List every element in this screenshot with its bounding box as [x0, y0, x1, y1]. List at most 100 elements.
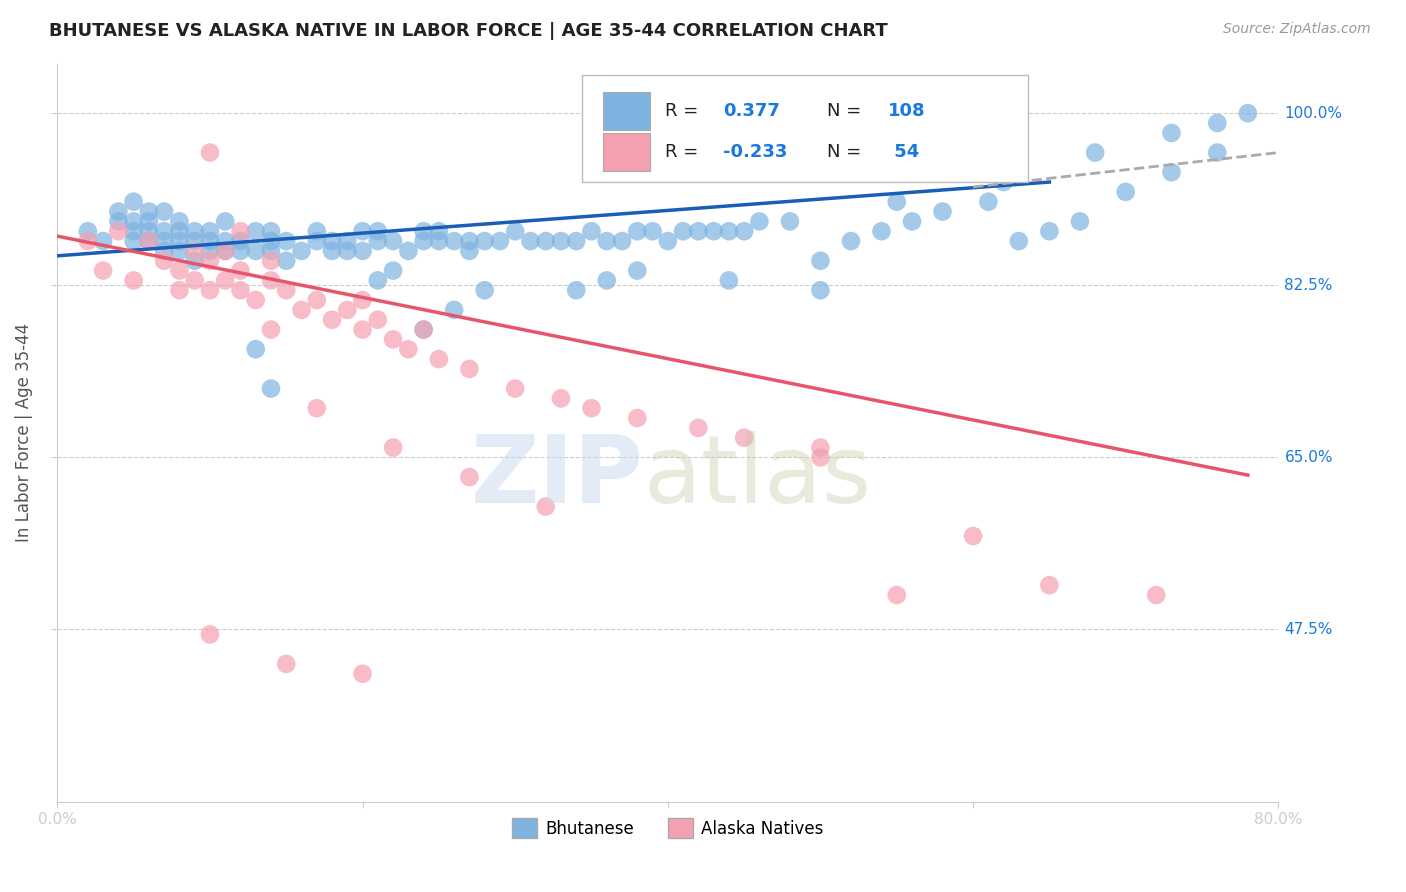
Point — [427, 234, 450, 248]
FancyBboxPatch shape — [603, 133, 650, 171]
Point — [1144, 588, 1167, 602]
Point — [305, 234, 328, 248]
Point — [305, 401, 328, 416]
Point — [122, 273, 145, 287]
Point — [412, 234, 434, 248]
Point — [214, 234, 236, 248]
Point — [305, 224, 328, 238]
Point — [169, 234, 191, 248]
Point — [276, 283, 298, 297]
Point — [427, 224, 450, 238]
Text: 100.0%: 100.0% — [1285, 106, 1343, 120]
Point — [901, 214, 924, 228]
Point — [1206, 145, 1229, 160]
Point — [352, 322, 374, 336]
Point — [550, 392, 572, 406]
Point — [260, 234, 283, 248]
Point — [534, 500, 557, 514]
Point — [382, 441, 405, 455]
Point — [198, 145, 221, 160]
Point — [138, 224, 160, 238]
Point — [169, 224, 191, 238]
Point — [321, 234, 343, 248]
Point — [626, 411, 648, 425]
Point — [229, 224, 252, 238]
Text: -0.233: -0.233 — [723, 143, 787, 161]
Point — [260, 273, 283, 287]
Text: Source: ZipAtlas.com: Source: ZipAtlas.com — [1223, 22, 1371, 37]
Point — [169, 283, 191, 297]
Point — [672, 224, 695, 238]
Text: N =: N = — [827, 103, 866, 120]
Point — [260, 253, 283, 268]
Point — [367, 312, 389, 326]
Point — [229, 244, 252, 258]
Text: 47.5%: 47.5% — [1285, 622, 1333, 637]
Point — [1084, 145, 1107, 160]
Point — [610, 234, 633, 248]
Point — [336, 234, 359, 248]
Point — [396, 244, 419, 258]
Point — [382, 263, 405, 277]
Point — [122, 214, 145, 228]
Point — [581, 401, 603, 416]
Point — [458, 470, 481, 484]
Point — [183, 244, 205, 258]
Text: ZIP: ZIP — [471, 431, 644, 523]
Point — [169, 244, 191, 258]
Point — [198, 234, 221, 248]
Point — [412, 224, 434, 238]
Point — [458, 362, 481, 376]
Point — [519, 234, 541, 248]
Point — [503, 224, 526, 238]
Point — [290, 244, 312, 258]
Point — [550, 234, 572, 248]
FancyBboxPatch shape — [582, 75, 1028, 182]
Text: 0.377: 0.377 — [723, 103, 780, 120]
Point — [352, 224, 374, 238]
Point — [138, 234, 160, 248]
Point — [321, 244, 343, 258]
Point — [810, 253, 832, 268]
Point — [1038, 578, 1060, 592]
Point — [91, 234, 114, 248]
Point — [596, 273, 619, 287]
Y-axis label: In Labor Force | Age 35-44: In Labor Force | Age 35-44 — [15, 323, 32, 542]
Point — [412, 322, 434, 336]
Text: 54: 54 — [887, 143, 920, 161]
FancyBboxPatch shape — [603, 92, 650, 130]
Point — [183, 253, 205, 268]
Point — [367, 273, 389, 287]
Point — [657, 234, 679, 248]
Point — [396, 343, 419, 357]
Point — [153, 224, 176, 238]
Point — [214, 214, 236, 228]
Point — [382, 234, 405, 248]
Point — [76, 234, 98, 248]
Point — [565, 283, 588, 297]
Point — [138, 234, 160, 248]
Point — [214, 244, 236, 258]
Text: N =: N = — [827, 143, 866, 161]
Point — [183, 234, 205, 248]
Point — [138, 214, 160, 228]
Point — [260, 382, 283, 396]
Text: 108: 108 — [887, 103, 925, 120]
Point — [245, 244, 267, 258]
Point — [122, 224, 145, 238]
Point — [198, 224, 221, 238]
Point — [245, 343, 267, 357]
Point — [153, 204, 176, 219]
Point — [260, 322, 283, 336]
Point — [886, 194, 908, 209]
Point — [260, 224, 283, 238]
Text: 82.5%: 82.5% — [1285, 277, 1333, 293]
Point — [962, 529, 984, 543]
Point — [977, 194, 1000, 209]
Point — [122, 234, 145, 248]
Point — [626, 263, 648, 277]
Point — [626, 224, 648, 238]
Point — [153, 244, 176, 258]
Point — [1206, 116, 1229, 130]
Point — [810, 450, 832, 465]
